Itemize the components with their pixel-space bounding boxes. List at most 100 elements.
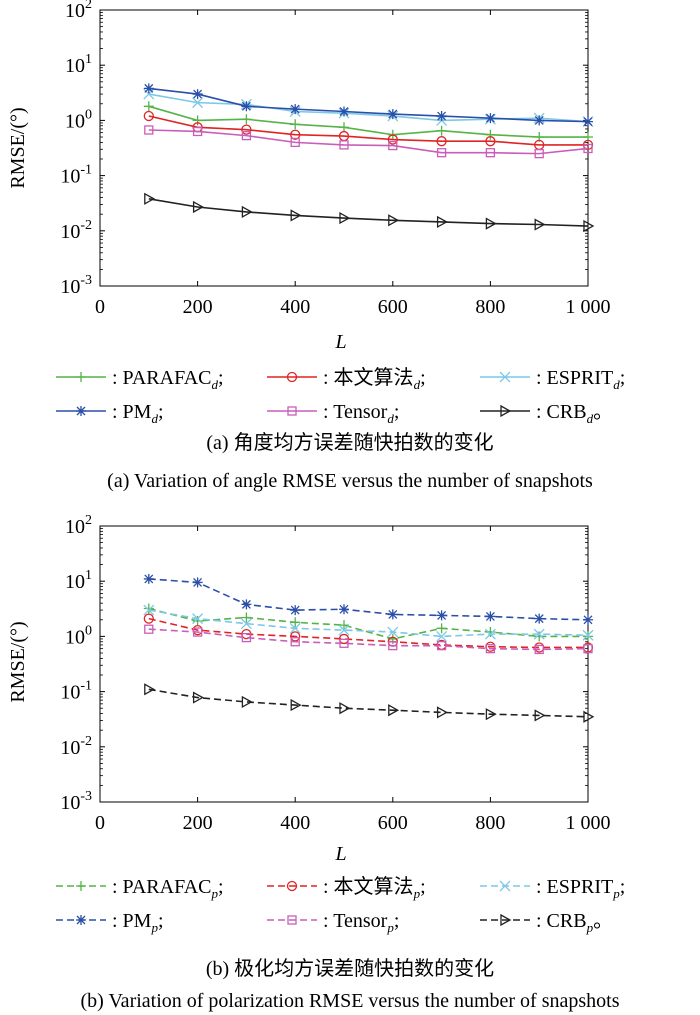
data-point-parafac — [192, 616, 203, 627]
chart-b-caption-cn: (b) 极化均方误差随快拍数的变化 — [206, 957, 494, 980]
data-point-crb — [144, 192, 156, 205]
data-point-proposed — [436, 136, 447, 147]
legend-marker-crb — [500, 913, 512, 927]
data-point-proposed — [387, 134, 398, 145]
data-point-tensor — [241, 632, 252, 643]
data-point-crb — [290, 209, 302, 222]
data-point-crb — [339, 702, 351, 715]
chart-a-series — [143, 83, 595, 233]
data-point-esprit — [484, 628, 496, 640]
data-point-esprit — [436, 630, 448, 642]
data-point-parafac — [143, 101, 154, 112]
data-point-proposed — [485, 136, 496, 147]
series-line-tensor — [148, 628, 589, 651]
series-line-proposed — [148, 617, 588, 649]
chart-a-y-axis-label: RMSE/(°) — [7, 107, 29, 188]
legend-label-proposed: : 本文算法d; — [323, 366, 426, 392]
x-tick-label: 400 — [280, 296, 310, 318]
data-point-tensor — [290, 637, 300, 647]
chart-b: 0 200 400 600 800 1 00010-310-210-1100101102 … — [7, 513, 625, 1012]
y-tick-label: 102 — [65, 513, 92, 538]
data-point-crb — [436, 215, 448, 228]
data-point-tensor — [534, 644, 544, 655]
x-tick-label: 0 — [95, 812, 105, 834]
legend-marker-pm — [76, 406, 86, 416]
series-line-crb — [148, 198, 589, 227]
chart-a-axes: 0 200 400 600 800 1 000 10-3 10-2 10-1 100 101 102 — [60, 0, 610, 318]
data-point-parafac — [241, 612, 252, 623]
data-point-pm — [241, 101, 252, 112]
a-plot-frame — [99, 9, 589, 287]
x-tick-label: 800 — [475, 296, 505, 318]
data-point-pm — [192, 577, 203, 588]
legend-marker-proposed — [286, 880, 298, 892]
y-tick-label: 101 — [65, 568, 92, 593]
data-point-pm — [534, 115, 545, 126]
x-tick-label: 0 — [95, 296, 105, 318]
chart-b-legend: : PARAFACp;: 本文算法p;: ESPRITp;: PMp;: Ten… — [56, 875, 625, 935]
data-point-proposed — [241, 124, 252, 135]
x-tick-label: 200 — [183, 296, 213, 318]
y-tick-label: 100 — [65, 623, 92, 648]
data-point-crb — [583, 219, 595, 233]
data-point-tensor — [583, 143, 593, 154]
legend-label-pm: : PMp; — [112, 910, 164, 935]
y-tick-label: 10-2 — [60, 218, 92, 243]
series-line-pm — [148, 87, 589, 123]
data-point-esprit — [143, 88, 155, 100]
legend-marker-tensor — [287, 915, 297, 925]
legend-label-parafac: : PARAFACp; — [112, 876, 224, 901]
y-tick-label: 10-1 — [60, 679, 92, 704]
y-tick-label: 10-3 — [60, 273, 92, 298]
data-point-crb — [388, 214, 400, 227]
chart-a-legend: : PARAFACd;: 本文算法d;: ESPRITd;: PMd;: Ten… — [56, 366, 625, 426]
series-line-parafac — [148, 105, 588, 138]
data-point-pm — [436, 111, 447, 122]
data-point-esprit — [387, 626, 399, 638]
data-point-pm — [143, 83, 154, 94]
chart-b-x-axis-label: L — [334, 843, 346, 865]
chart-a: 0 200 400 600 800 1 00010-310-210-1100101102 … — [7, 0, 625, 492]
data-point-tensor — [534, 148, 544, 159]
series-line-esprit — [148, 609, 589, 638]
legend-marker-esprit — [499, 880, 511, 892]
data-point-crb — [241, 205, 253, 219]
data-point-pm — [387, 109, 398, 120]
data-point-crb — [583, 710, 595, 723]
data-point-esprit — [192, 613, 204, 625]
data-point-parafac — [339, 620, 349, 631]
data-point-tensor — [144, 125, 154, 135]
data-point-proposed — [290, 631, 301, 642]
data-point-crb — [144, 683, 156, 696]
data-point-tensor — [192, 126, 203, 137]
y-tick-label: 101 — [65, 52, 92, 77]
chart-b-series — [143, 573, 595, 723]
series-line-tensor — [148, 129, 589, 155]
data-point-tensor — [436, 640, 447, 651]
data-point-crb — [192, 691, 204, 704]
data-point-pm — [485, 611, 496, 622]
data-point-esprit — [338, 624, 350, 636]
data-point-tensor — [290, 137, 300, 148]
legend-label-esprit: : ESPRITp; — [536, 876, 625, 901]
b-plot-frame — [99, 525, 589, 803]
data-point-pm — [387, 609, 398, 620]
data-point-crb — [241, 695, 253, 709]
data-point-parafac — [583, 631, 593, 642]
data-point-pm — [192, 89, 203, 100]
data-point-pm — [583, 116, 593, 127]
y-tick-label: 10-3 — [60, 789, 92, 814]
legend-marker-parafac — [76, 881, 86, 891]
data-point-crb — [388, 704, 400, 717]
legend-label-esprit: : ESPRITd; — [536, 367, 625, 392]
data-point-parafac — [192, 115, 203, 126]
chart-b-caption-en: (b) Variation of polarization RMSE versu… — [81, 990, 620, 1012]
series-line-pm — [148, 578, 589, 621]
legend-marker-parafac — [76, 372, 86, 382]
data-point-pm — [339, 106, 349, 117]
chart-a-x-axis-label: L — [334, 331, 346, 353]
data-point-crb — [534, 709, 546, 722]
legend-label-pm: : PMd; — [112, 401, 164, 426]
data-point-crb — [485, 217, 497, 230]
data-point-parafac — [485, 129, 496, 140]
